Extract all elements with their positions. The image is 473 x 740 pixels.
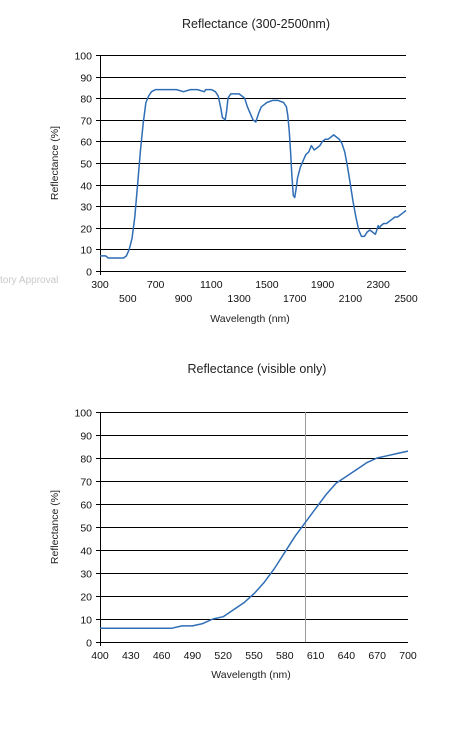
chart-0-y-tick-label: 50: [80, 159, 92, 171]
chart-1-x-tick-label: 580: [276, 650, 294, 662]
chart-0-x-tick-label: 2100: [339, 293, 363, 305]
chart-1-x-tick-label: 430: [122, 650, 140, 662]
chart-1-y-tick-label: 80: [80, 454, 92, 466]
chart-1-y-tick-label: 30: [80, 569, 92, 581]
chart-1-y-tick-label: 10: [80, 615, 92, 627]
chart-1-x-tick-label: 520: [214, 650, 232, 662]
chart-0-x-tick-label: 1900: [311, 279, 335, 291]
chart-1-y-tick-label: 100: [74, 408, 92, 420]
chart-1-y-tick-label: 90: [80, 431, 92, 443]
chart-1-x-tick-label: 610: [307, 650, 325, 662]
chart-1-y-tick-label: 0: [86, 638, 92, 650]
chart-1-y-tick-label: 50: [80, 523, 92, 535]
chart-0-y-tick-label: 10: [80, 245, 92, 257]
chart-0-x-tick-label: 1500: [255, 279, 279, 291]
chart-1-x-tick-label: 640: [338, 650, 356, 662]
chart-1-y-tick-label: 40: [80, 546, 92, 558]
chart-1-series-line: [100, 450, 409, 629]
chart-0-x-tick-label: 1700: [283, 293, 307, 305]
chart-0-title: Reflectance (300-2500nm): [182, 17, 330, 31]
chart-0-y-tick-label: 100: [74, 51, 92, 63]
chart-1-x-tick-label: 400: [91, 650, 109, 662]
chart-0-x-tick-label: 1100: [200, 279, 223, 291]
watermark-text: tory Approval: [0, 275, 58, 286]
chart-0-x-tick-label: 1300: [227, 293, 251, 305]
chart-1-x-tick-label: 460: [153, 650, 171, 662]
chart-0-x-tick-label: 500: [119, 293, 137, 305]
chart-0-y-tick-label: 0: [86, 267, 92, 279]
chart-1-y-tick-label: 60: [80, 500, 92, 512]
chart-0-x-tick-label: 300: [91, 279, 109, 291]
chart-0-y-tick-label: 30: [80, 202, 92, 214]
chart-0-x-tick-label: 900: [175, 293, 193, 305]
chart-0-y-tick-label: 60: [80, 137, 92, 149]
chart-0-series-line: [100, 88, 407, 259]
chart-1-x-tick-label: 550: [245, 650, 263, 662]
chart-0-x-tick-label: 2300: [367, 279, 391, 291]
chart-0-y-tick-label: 40: [80, 181, 92, 193]
chart-0-y-tick-label: 20: [80, 224, 92, 236]
chart-1-y-tick-label: 20: [80, 592, 92, 604]
chart-1-x-tick-label: 490: [184, 650, 202, 662]
chart-0-x-tick-label: 700: [147, 279, 165, 291]
chart-1-x-tick-label: 670: [368, 650, 386, 662]
chart-1-title: Reflectance (visible only): [188, 362, 327, 376]
chart-0-y-tick-label: 70: [80, 116, 92, 128]
chart-0-y-tick-label: 90: [80, 73, 92, 85]
chart-1-y-axis-label: Reflectance (%]: [49, 490, 61, 564]
chart-1-x-axis-label: Wavelength (nm): [211, 669, 291, 681]
chart-0-x-tick-label: 2500: [394, 293, 418, 305]
chart-1-x-tick-label: 700: [399, 650, 417, 662]
chart-1-y-tick-label: 70: [80, 477, 92, 489]
chart-0-y-tick-label: 80: [80, 94, 92, 106]
chart-0-x-axis-label: Wavelength (nm): [210, 313, 290, 325]
chart-0-y-axis-label: Reflectance (%]: [49, 126, 61, 200]
